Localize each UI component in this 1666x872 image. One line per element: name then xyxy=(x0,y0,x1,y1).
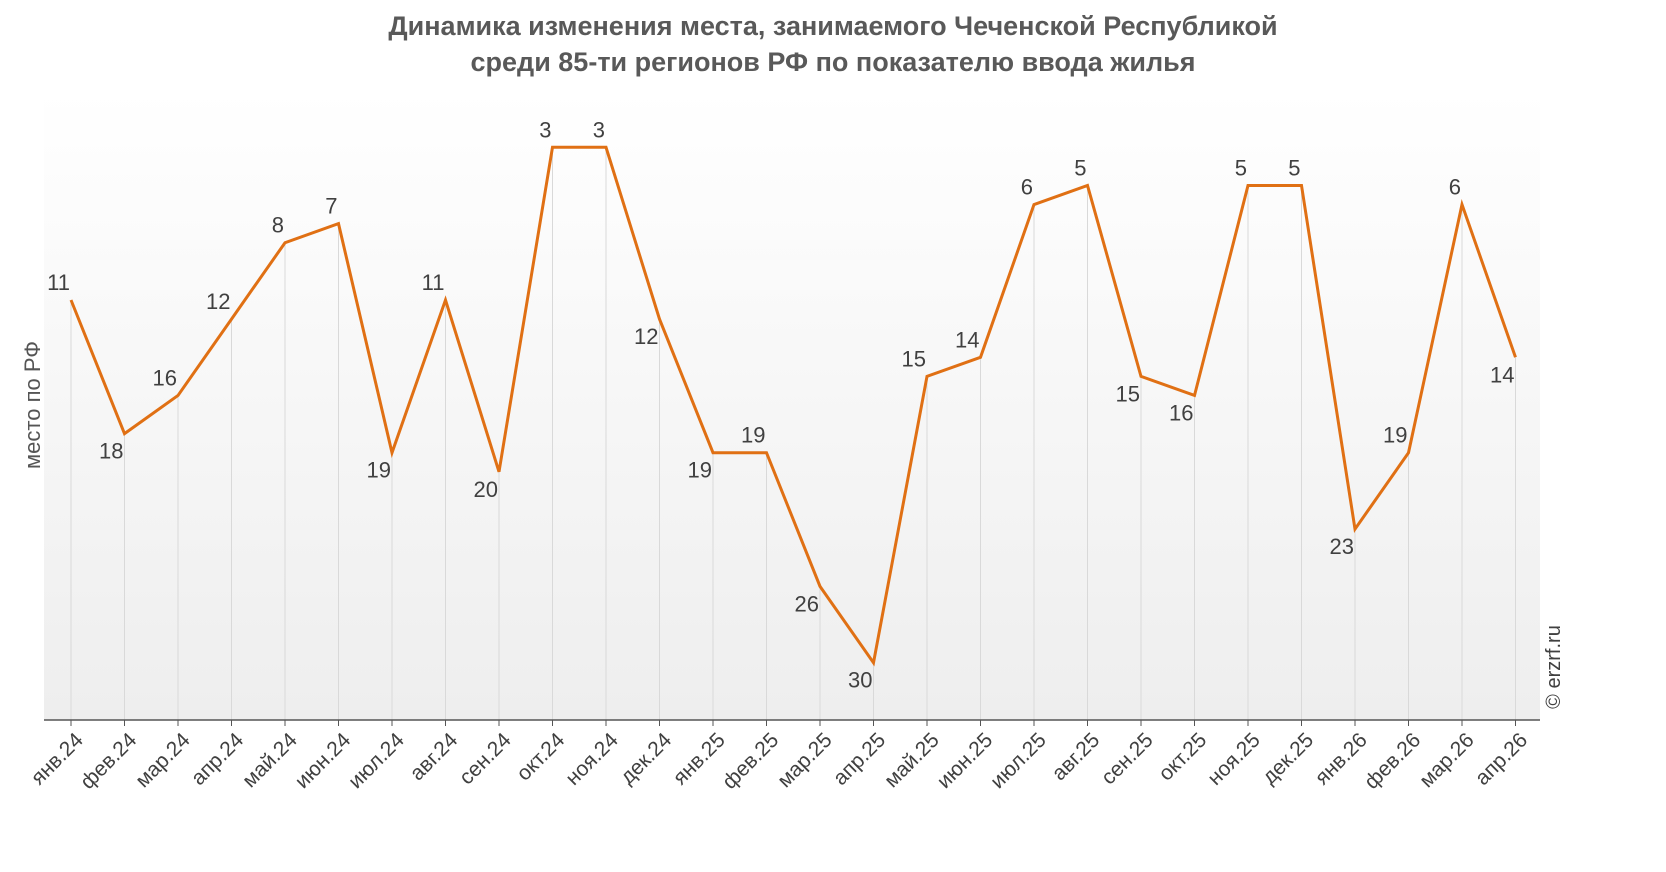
x-tick-label: мар.24 xyxy=(131,728,195,792)
x-tick-label: май.25 xyxy=(880,728,944,792)
data-label: 6 xyxy=(1449,175,1461,200)
data-label: 20 xyxy=(474,477,498,502)
data-label: 23 xyxy=(1330,534,1354,559)
series-line xyxy=(69,145,1517,667)
chart-title-line-1: Динамика изменения места, занимаемого Че… xyxy=(388,11,1278,41)
x-tick-label: авг.24 xyxy=(406,728,463,785)
data-label: 15 xyxy=(902,346,926,371)
data-label: 12 xyxy=(206,289,230,314)
data-label: 19 xyxy=(688,458,712,483)
x-tick-label: фев.26 xyxy=(1360,728,1425,793)
x-tick-label: ноя.24 xyxy=(561,728,623,790)
x-tick-label: ноя.25 xyxy=(1203,728,1264,789)
data-label: 8 xyxy=(272,213,284,238)
data-label: 11 xyxy=(47,270,70,295)
y-axis-label: место по РФ xyxy=(20,341,45,469)
x-tick-label: фев.24 xyxy=(76,728,141,793)
data-label: 11 xyxy=(422,270,445,295)
x-tick-label: сен.25 xyxy=(1097,728,1158,789)
x-tick-label: июл.24 xyxy=(344,728,409,793)
data-label: 19 xyxy=(1383,423,1407,448)
data-label: 7 xyxy=(325,194,337,219)
data-label: 3 xyxy=(539,117,551,142)
data-label: 5 xyxy=(1235,155,1247,180)
x-tick-label: июл.25 xyxy=(986,728,1051,793)
data-label: 16 xyxy=(153,365,177,390)
data-label: 26 xyxy=(795,591,819,616)
data-label: 12 xyxy=(634,324,658,349)
x-tick-label: июн.24 xyxy=(291,728,356,793)
x-tick-label: апр.25 xyxy=(829,728,890,789)
chart-title-line-2: среди 85-ти регионов РФ по показателю вв… xyxy=(470,47,1196,77)
x-tick-label: фев.25 xyxy=(718,728,783,793)
x-tick-label: май.24 xyxy=(238,728,302,792)
credit-text: © erzrf.ru xyxy=(1543,625,1565,709)
x-tick-label: мар.26 xyxy=(1415,728,1479,792)
data-label: 5 xyxy=(1288,155,1300,180)
data-label: 18 xyxy=(99,439,123,464)
x-tick-label: сен.24 xyxy=(455,728,516,789)
data-label: 14 xyxy=(1490,362,1514,387)
data-label: 30 xyxy=(848,668,872,693)
data-label: 19 xyxy=(741,423,765,448)
x-tick-label: дек.24 xyxy=(616,728,677,789)
x-tick-label: июн.25 xyxy=(933,728,998,793)
plot-area xyxy=(44,90,1540,720)
chart-title: Динамика изменения места, занимаемого Че… xyxy=(0,8,1666,80)
x-tick-label: авг.25 xyxy=(1048,728,1105,785)
data-label: 15 xyxy=(1116,381,1140,406)
data-label: 5 xyxy=(1074,155,1086,180)
x-tick-label: апр.26 xyxy=(1471,728,1532,789)
data-label: 6 xyxy=(1021,175,1033,200)
x-tick-label: окт.24 xyxy=(512,728,569,785)
x-tick-label: окт.25 xyxy=(1154,728,1211,785)
data-label: 19 xyxy=(367,458,391,483)
data-label: 16 xyxy=(1169,400,1193,425)
x-tick-label: дек.25 xyxy=(1258,728,1318,788)
data-label: 3 xyxy=(593,117,605,142)
x-tick-label: мар.25 xyxy=(773,728,837,792)
x-tick-label: апр.24 xyxy=(187,728,249,790)
data-label: 14 xyxy=(955,327,979,352)
